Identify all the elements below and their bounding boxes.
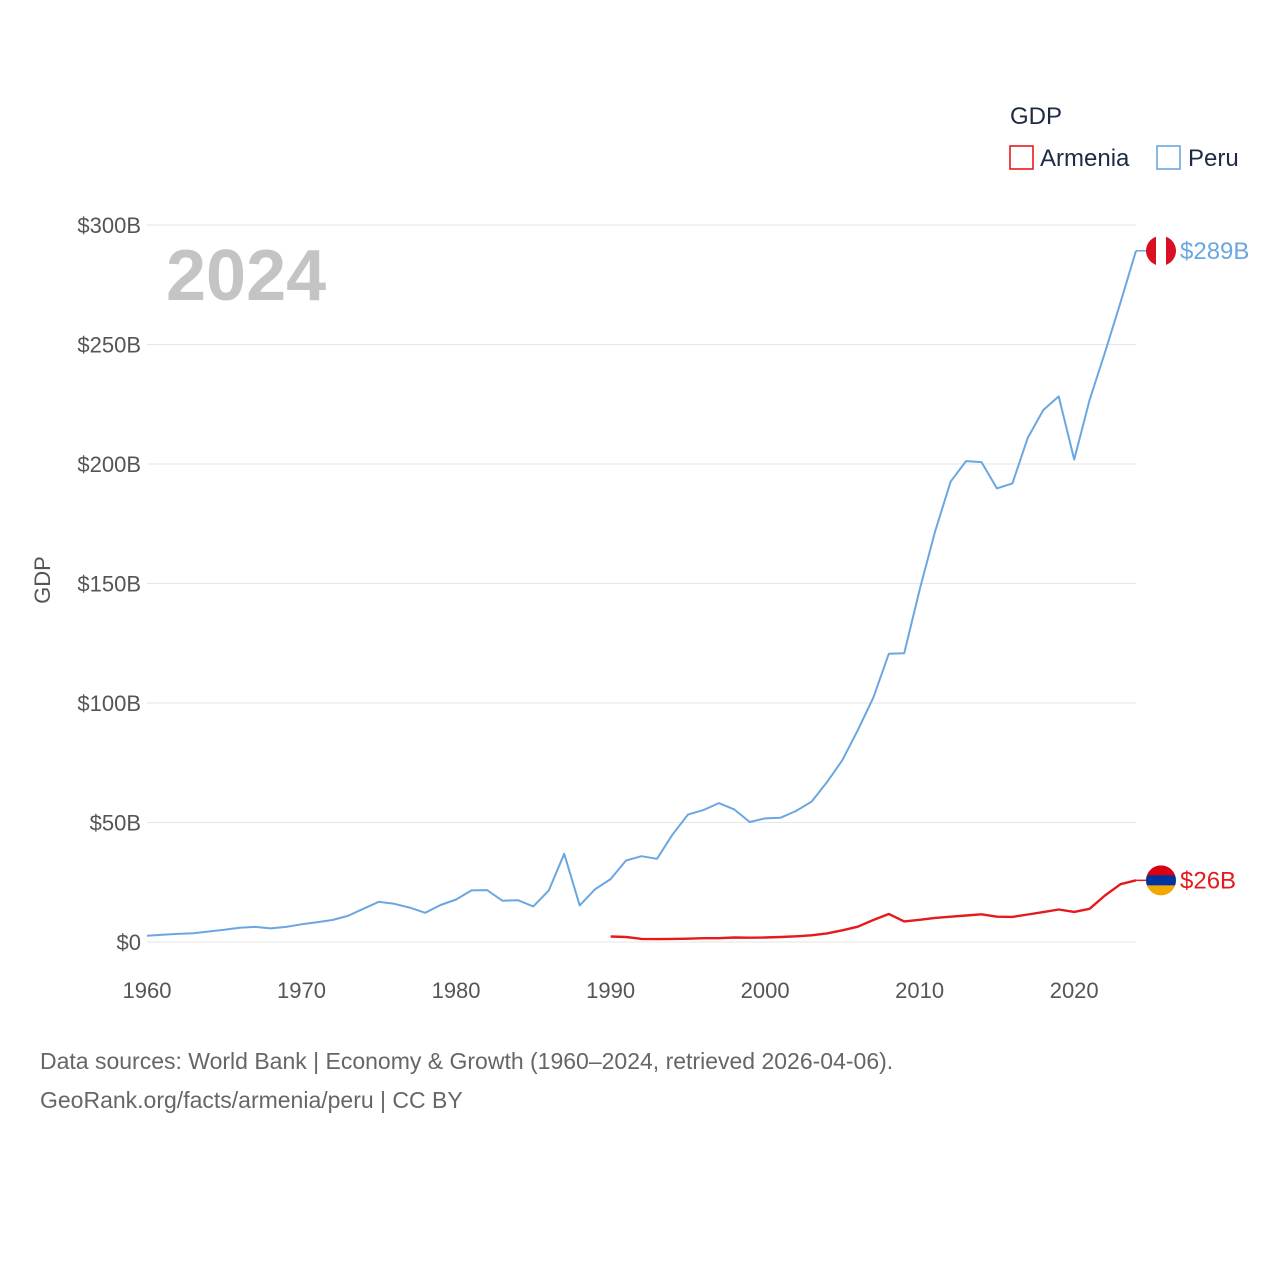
legend: GDP Armenia Peru [1009, 103, 1239, 172]
credit-line: GeoRank.org/facts/armenia/peru | CC BY [40, 1087, 463, 1113]
y-tick-label: $50B [90, 811, 141, 836]
end-labels: $26B $289B [1136, 235, 1249, 896]
year-watermark: 2024 [166, 236, 326, 316]
x-axis: 1960 1970 1980 1990 2000 2010 2020 [123, 978, 1099, 1003]
y-tick-label: $200B [77, 452, 141, 477]
y-tick-label: $0 [117, 930, 141, 955]
flag-armenia-icon [1146, 865, 1176, 896]
gdp-line-chart: $0 $50B $100B $150B $200B $250B $300B 1960 1970… [30, 103, 1249, 1003]
x-tick-label: 1980 [432, 978, 481, 1003]
source-footer: Data sources: World Bank | Economy & Gro… [40, 1042, 893, 1120]
flag-peru-icon [1146, 235, 1176, 266]
y-axis: $0 $50B $100B $150B $200B $250B $300B [77, 213, 141, 955]
y-axis-label: GDP [30, 556, 55, 604]
end-label-armenia: $26B [1180, 867, 1236, 894]
x-tick-label: 1960 [123, 978, 172, 1003]
grid-lines [147, 224, 1136, 943]
legend-swatch-armenia[interactable] [1009, 145, 1034, 170]
legend-title: GDP [1010, 103, 1062, 130]
y-tick-label: $150B [77, 572, 141, 597]
y-tick-label: $100B [77, 691, 141, 716]
x-tick-label: 2020 [1050, 978, 1099, 1003]
legend-swatch-peru[interactable] [1156, 145, 1181, 170]
legend-label-armenia[interactable]: Armenia [1040, 145, 1130, 172]
x-tick-label: 2000 [741, 978, 790, 1003]
series-line-peru[interactable] [146, 250, 1137, 937]
y-tick-label: $250B [77, 333, 141, 358]
source-line: Data sources: World Bank | Economy & Gro… [40, 1048, 894, 1074]
series-line-armenia[interactable] [610, 879, 1137, 941]
end-label-peru: $289B [1180, 238, 1249, 265]
series-lines [146, 250, 1137, 941]
legend-label-peru[interactable]: Peru [1188, 145, 1239, 172]
x-tick-label: 1970 [277, 978, 326, 1003]
x-tick-label: 1990 [586, 978, 635, 1003]
y-tick-label: $300B [77, 213, 141, 238]
x-tick-label: 2010 [895, 978, 944, 1003]
